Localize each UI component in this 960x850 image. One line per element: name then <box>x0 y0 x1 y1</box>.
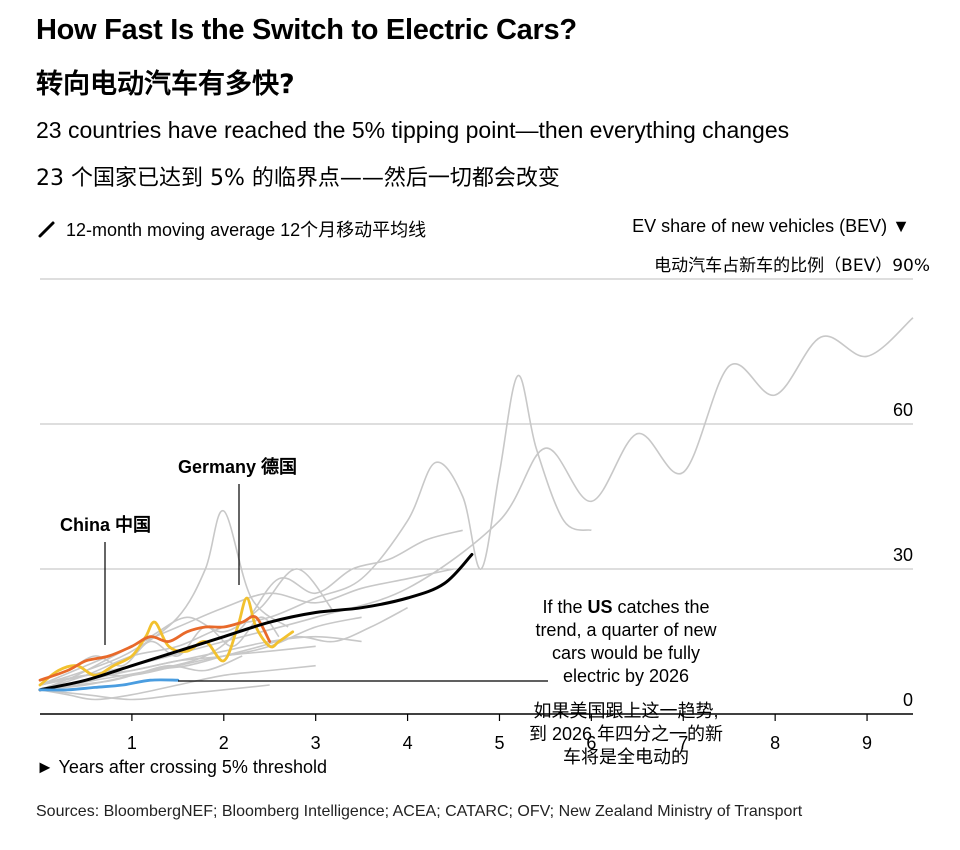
y-tick-label-30: 30 <box>893 545 913 565</box>
us-annotation-cn-line-2: 车将是全电动的 <box>563 747 689 767</box>
china-label: China 中国 <box>60 514 151 535</box>
sources-note: Sources: BloombergNEF; Bloomberg Intelli… <box>36 803 803 820</box>
legend-moving-average-label: 12-month moving average 12个月移动平均线 <box>66 220 427 240</box>
grey-series-line-9 <box>39 684 270 701</box>
grey-country-lines <box>39 317 914 701</box>
chart-title-cn: 转向电动汽车有多快? <box>36 69 295 100</box>
slash-icon <box>38 221 55 238</box>
y-axis-title: EV share of new vehicles (BEV) ▼ <box>632 216 910 236</box>
grey-series-line-0 <box>39 317 914 686</box>
series-line-orange <box>38 615 272 682</box>
series-labels: Germany 德国 China 中国 If the US catches the t… <box>60 456 723 767</box>
gridlines <box>40 278 913 715</box>
us-annotation-cn-line-0: 如果美国跟上这一趋势, <box>534 701 719 721</box>
us-annotation-line-3: electric by 2026 <box>563 666 689 686</box>
x-tick-label-6: 6 <box>586 733 596 753</box>
us-annotation-line-0: If the US catches the <box>542 597 709 617</box>
chart-subtitle: 23 countries have reached the 5% tipping… <box>36 117 790 143</box>
grey-series-line-8 <box>39 510 289 686</box>
x-tick-label-5: 5 <box>494 733 504 753</box>
x-tick-label-3: 3 <box>311 733 321 753</box>
y-tick-label-0: 0 <box>903 690 913 710</box>
y-tick-label-60: 60 <box>893 400 913 420</box>
series-line-blue <box>38 678 180 692</box>
chart-subtitle-cn: 23 个国家已达到 5% 的临界点——然后一切都会改变 <box>36 166 560 191</box>
us-annotation-line-1: trend, a quarter of new <box>535 620 717 640</box>
grey-series-line-2 <box>39 529 463 691</box>
x-tick-label-9: 9 <box>862 733 872 753</box>
x-tick-label-1: 1 <box>127 733 137 753</box>
x-axis-title: ► Years after crossing 5% threshold <box>36 757 327 777</box>
chart-title: How Fast Is the Switch to Electric Cars? <box>36 14 577 46</box>
series-line-black <box>38 553 474 692</box>
highlight-lines <box>38 553 474 692</box>
axis-ticks: 0 30 60 1 2 3 4 5 6 7 8 9 <box>127 400 913 753</box>
grey-series-line-7 <box>39 664 316 701</box>
x-tick-label-4: 4 <box>403 733 413 753</box>
x-tick-label-7: 7 <box>678 733 688 753</box>
germany-label: Germany 德国 <box>178 456 297 477</box>
x-tick-label-8: 8 <box>770 733 780 753</box>
x-tick-label-2: 2 <box>219 733 229 753</box>
grey-series-line-1 <box>39 374 592 691</box>
legend-moving-average: 12-month moving average 12个月移动平均线 <box>36 216 426 242</box>
us-annotation-cn-line-1: 到 2026 年四分之一的新 <box>529 724 723 744</box>
y-axis-title-cn: 电动汽车占新车的比例（BEV）90% <box>654 256 930 276</box>
us-annotation-line-2: cars would be fully <box>552 643 700 663</box>
